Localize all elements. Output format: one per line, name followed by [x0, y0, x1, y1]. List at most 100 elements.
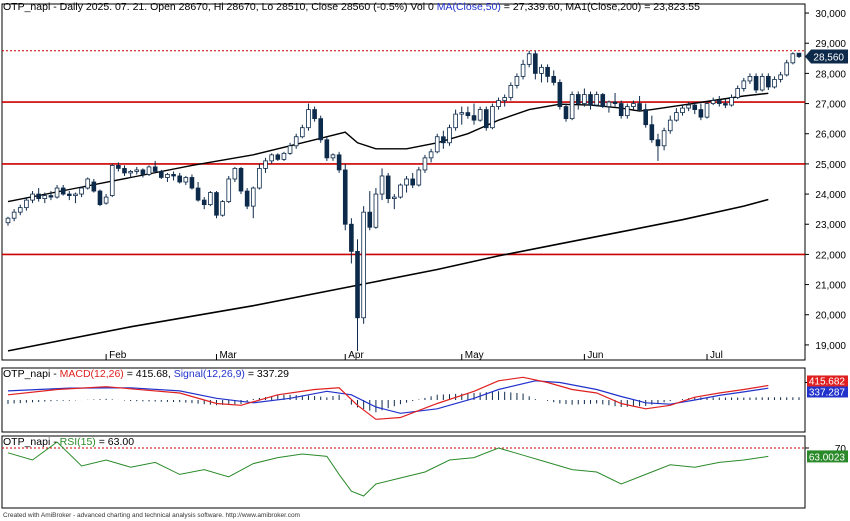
candle-body — [109, 165, 115, 196]
price-header-text: OTP_napi - Daily 2025. 07. 21. Open 2867… — [3, 1, 437, 13]
month-label: Jun — [587, 350, 603, 361]
candle-body — [704, 103, 710, 118]
candle-body — [551, 76, 557, 83]
candle-body — [618, 103, 624, 117]
candle-body — [324, 139, 330, 159]
candle-body — [692, 104, 698, 110]
candle-body — [250, 187, 256, 207]
price-axis-label: 27,000 — [815, 100, 846, 111]
candle-body — [42, 195, 48, 199]
candle-body — [392, 196, 397, 199]
footer-credit: Created with AmiBroker - advanced charti… — [3, 512, 300, 519]
candle-body — [385, 175, 391, 199]
month-label: Feb — [109, 350, 127, 361]
candle-body — [490, 106, 495, 129]
candle-body — [312, 109, 317, 120]
candle-body — [496, 100, 501, 107]
candle-body — [103, 196, 109, 204]
candle-body — [36, 193, 41, 199]
candle-body — [134, 169, 140, 172]
candle-body — [128, 171, 133, 174]
candle-body — [165, 174, 170, 178]
price-axis-label: 24,000 — [815, 190, 846, 201]
candle-body — [471, 115, 477, 121]
candle-body — [355, 250, 360, 319]
candle-body — [582, 94, 587, 104]
candle-body — [539, 66, 544, 74]
candle-body — [772, 79, 777, 88]
candle-body — [606, 101, 612, 107]
candle-body — [459, 112, 465, 115]
candle-body — [674, 112, 679, 121]
candle-body — [306, 109, 311, 129]
ma200-value: = 23,823.55 — [641, 1, 700, 13]
candle-body — [152, 166, 158, 172]
candle-body — [526, 53, 532, 65]
candle-body — [784, 62, 790, 76]
candle-body — [447, 127, 452, 144]
candle-body — [588, 94, 593, 106]
candle-body — [790, 53, 796, 64]
candle-body — [379, 175, 385, 195]
candle-body — [729, 97, 734, 106]
candle-body — [643, 109, 649, 126]
candle-body — [177, 175, 182, 183]
candle-body — [747, 76, 753, 82]
candle-body — [723, 103, 728, 106]
candle-body — [91, 181, 97, 192]
candle-body — [318, 118, 324, 141]
candle-body — [336, 154, 342, 171]
candle-body — [661, 130, 667, 147]
price-axis-label: 25,000 — [815, 160, 846, 171]
candle-body — [60, 187, 66, 195]
candle-body — [698, 109, 704, 118]
candle-body — [361, 211, 366, 319]
price-axis-label: 26,000 — [815, 130, 846, 141]
price-axis-label: 29,000 — [815, 39, 846, 50]
signal-value-badge — [807, 386, 848, 398]
candle-body — [710, 100, 716, 104]
candle-body — [79, 187, 84, 195]
candle-body — [514, 76, 520, 86]
candle-body — [208, 192, 213, 206]
signal-value: = 337.29 — [244, 368, 290, 380]
candle-body — [244, 190, 250, 207]
rsi-value-badge — [807, 450, 848, 463]
candle-body — [183, 177, 189, 183]
month-label: May — [465, 350, 484, 361]
candle-body — [48, 195, 54, 198]
macd-line — [7, 376, 769, 420]
candle-body — [545, 66, 550, 77]
price-axis-label: 23,000 — [815, 220, 846, 231]
rsi-axis-label: 70 — [835, 444, 847, 455]
candle-body — [287, 145, 293, 154]
candle-body — [716, 100, 722, 104]
signal-value-badge-label: 337.287 — [809, 387, 846, 398]
candle-body — [404, 178, 409, 186]
candle-body — [269, 154, 274, 162]
rsi-panel-header: OTP_napi - RSI(15) = 63.00 — [3, 436, 134, 448]
candle-body — [686, 104, 691, 109]
rsi-line — [7, 441, 769, 497]
candle-body — [483, 109, 489, 129]
rsi-value: = 63.00 — [95, 436, 135, 448]
candle-body — [97, 190, 103, 206]
candle-body — [17, 207, 23, 213]
candle-body — [349, 223, 354, 252]
candle-body — [238, 168, 244, 192]
candle-body — [85, 178, 91, 189]
last-price-badge — [805, 49, 848, 64]
candle-body — [24, 199, 29, 209]
candle-body — [649, 124, 655, 141]
macd-panel-frame — [1, 367, 806, 433]
ma50-line — [7, 92, 769, 203]
macd-panel-header: OTP_napi - MACD(12,26) = 415.68, Signal(… — [3, 368, 289, 380]
candle-body — [416, 169, 422, 186]
macd-value: = 415.68, — [123, 368, 174, 380]
ma50-label: MA(Close,50) — [436, 1, 501, 13]
macd-prefix: OTP_napi - — [3, 368, 60, 380]
candle-body — [140, 169, 146, 175]
candle-body — [434, 136, 440, 153]
macd-value-badge — [807, 375, 848, 387]
